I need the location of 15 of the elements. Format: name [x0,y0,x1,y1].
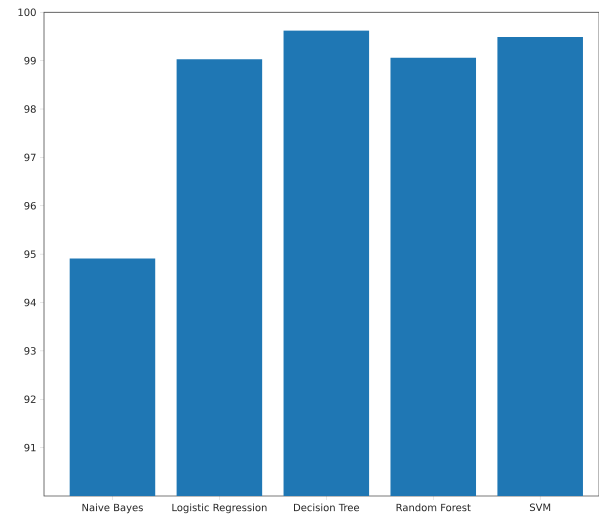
y-tick-label: 99 [24,56,36,64]
x-tick-label: Naive Bayes [82,504,143,514]
x-tick-label: SVM [530,504,550,512]
x-tick-label: Decision Tree [294,504,360,512]
x-tick-label: Random Forest [396,504,471,512]
y-tick-label: 100 [18,8,36,16]
y-tick-label: 97 [24,154,36,162]
y-tick-label: 93 [24,347,36,355]
y-tick-label: 95 [24,250,36,258]
y-tick-label: 91 [24,444,36,452]
y-tick-label: 92 [24,395,36,404]
y-tick-label: 96 [24,202,36,210]
y-tick-label: 94 [24,298,36,306]
y-tick-label: 98 [24,105,36,113]
x-tick-label: Logistic Regression [172,504,267,514]
